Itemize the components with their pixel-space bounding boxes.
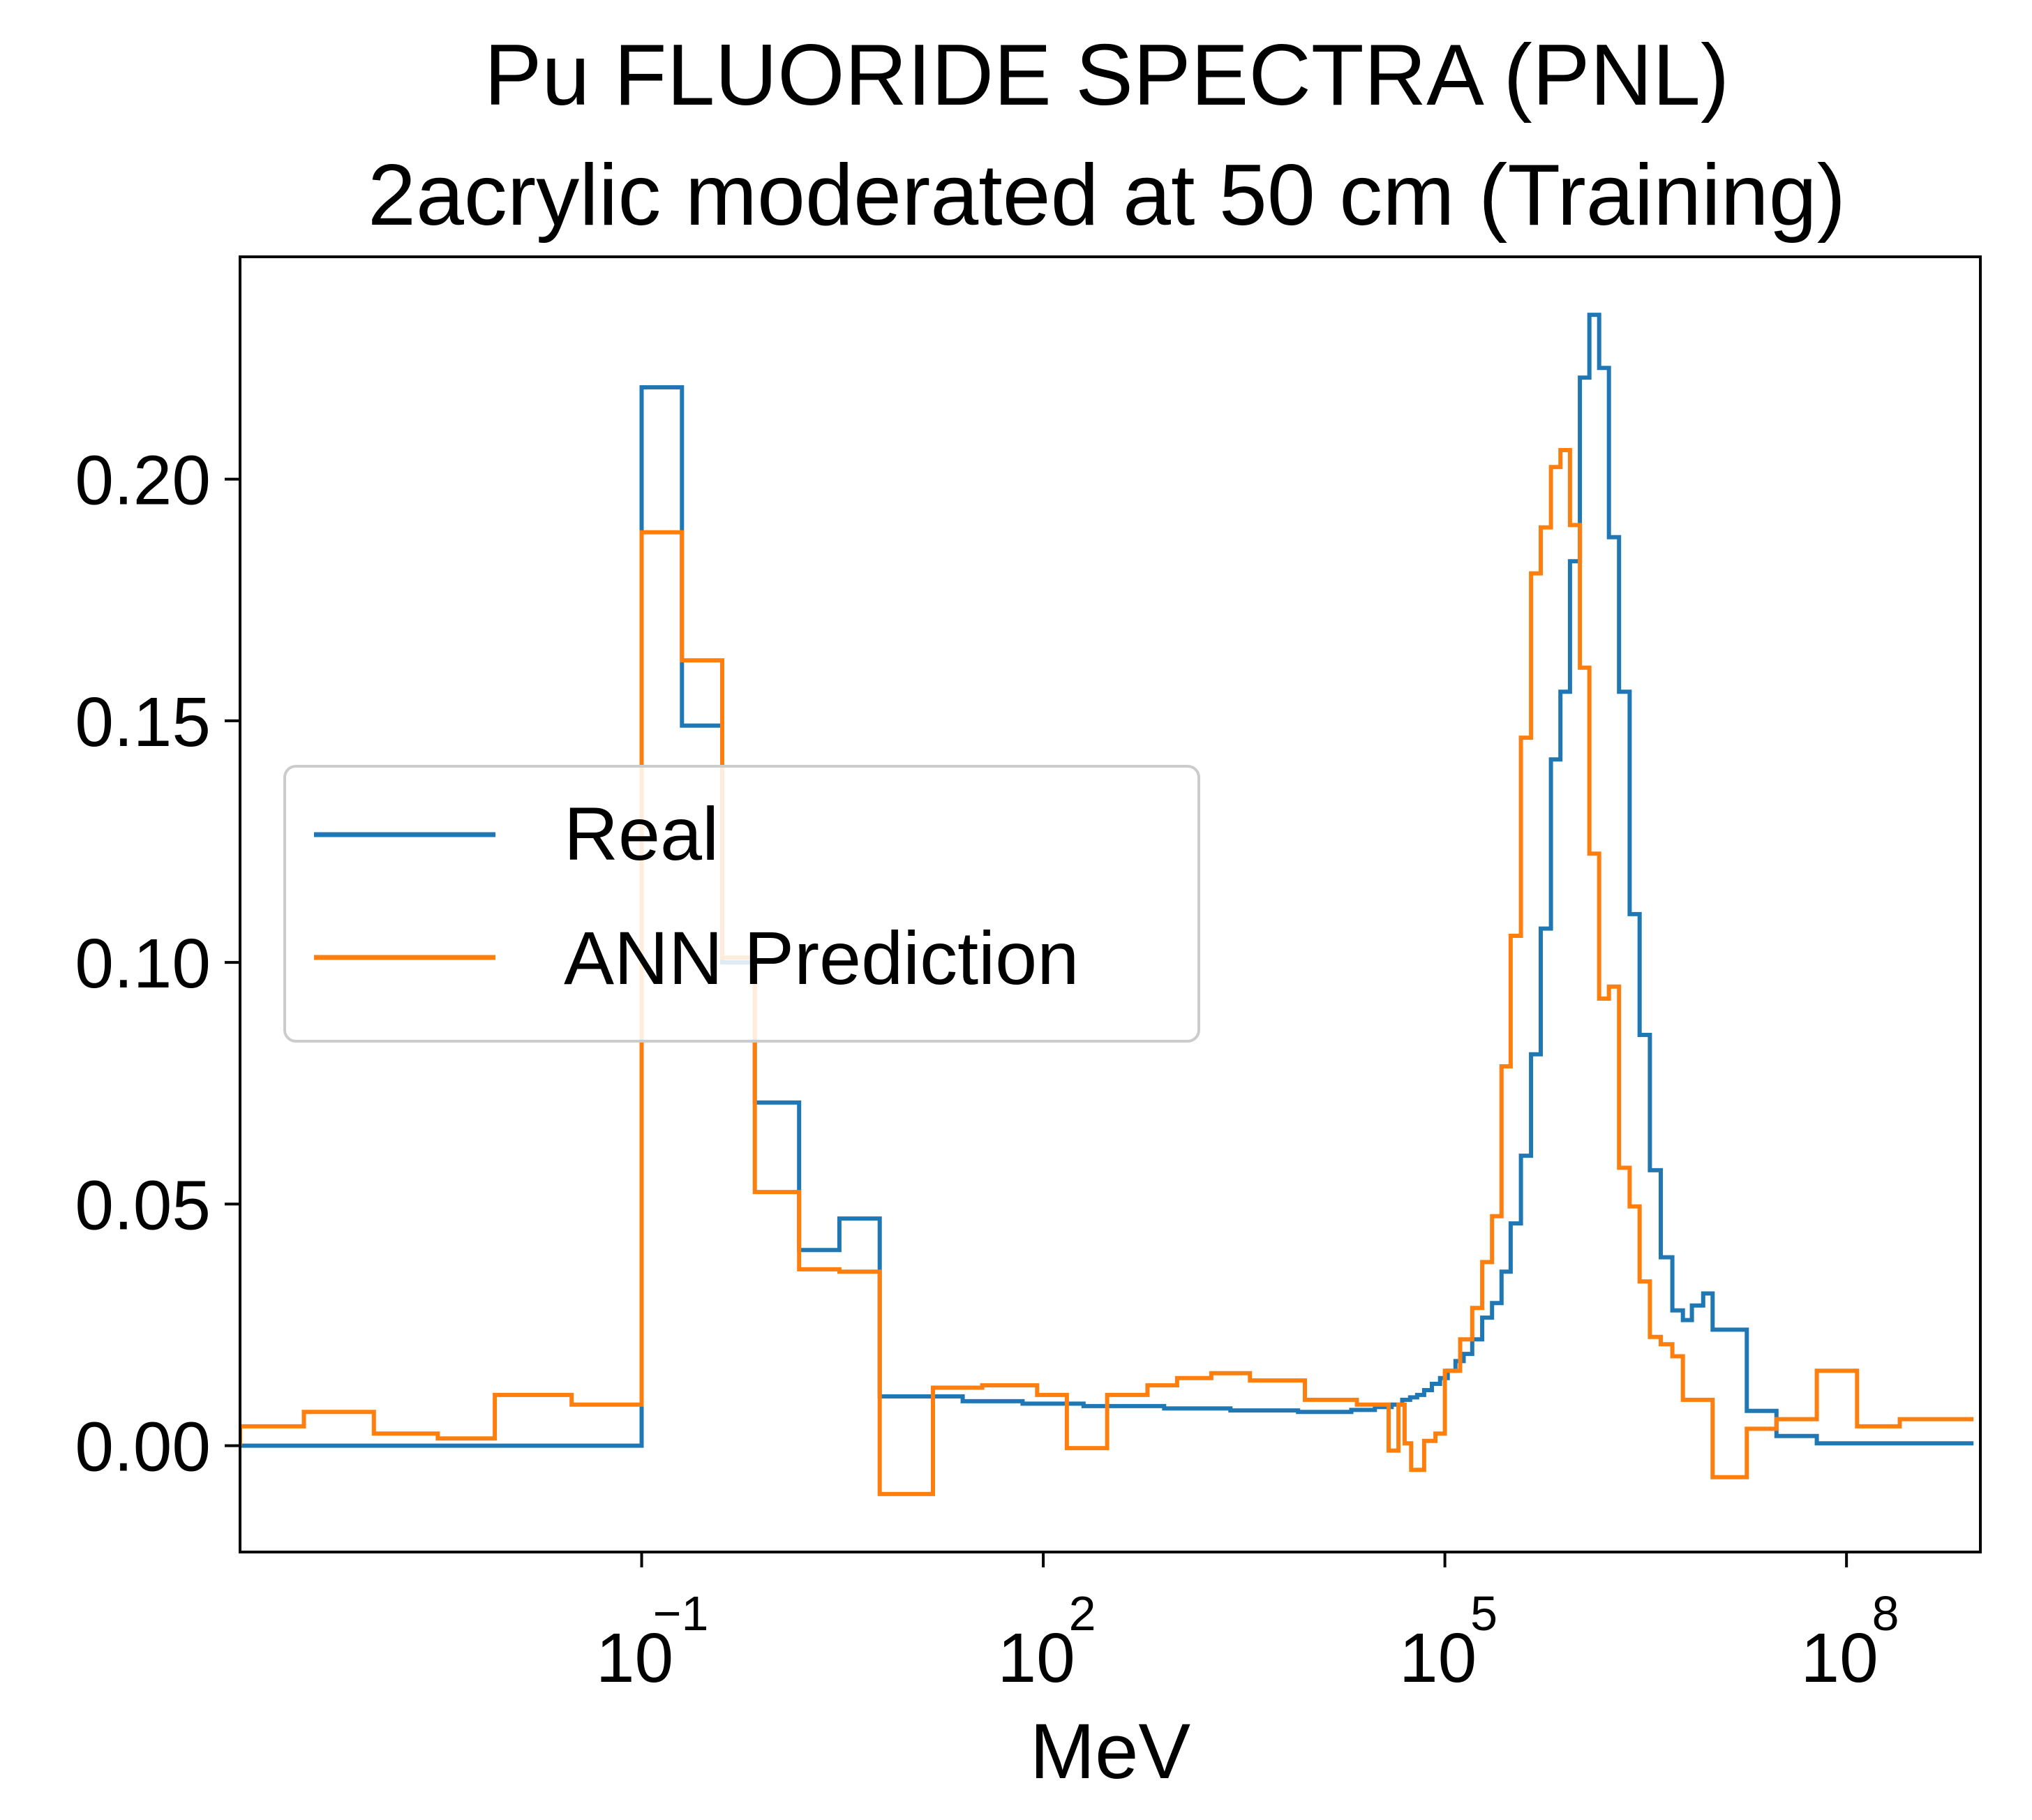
legend: Real ANN Prediction: [283, 765, 1200, 1043]
x-tick-exponent: 5: [1470, 1586, 1497, 1641]
x-tick-label: 10: [1801, 1619, 1878, 1697]
plot-frame: [239, 255, 1982, 1553]
x-axis-label: MeV: [1030, 1708, 1191, 1795]
chart-title: Pu FLUORIDE SPECTRA (PNL): [484, 27, 1730, 124]
y-tick-label: 0.05: [75, 1166, 211, 1244]
legend-label-real: Real: [564, 791, 719, 876]
x-tick-exponent: −1: [653, 1586, 709, 1641]
y-tick-label: 0.10: [75, 925, 211, 1003]
y-axis: 0.00 0.05 0.10 0.15 0.20: [75, 442, 240, 1486]
chart-subtitle: 2acrylic moderated at 50 cm (Training): [368, 147, 1846, 244]
series-line-ann-prediction: [240, 448, 1974, 1496]
x-tick-label: 10: [596, 1619, 673, 1697]
x-tick-label: 10: [1399, 1619, 1477, 1697]
x-tick-exponent: 2: [1069, 1586, 1096, 1641]
y-tick-label: 0.00: [75, 1408, 211, 1486]
y-tick-label: 0.15: [75, 683, 211, 761]
legend-box: [283, 765, 1200, 1043]
y-tick-label: 0.20: [75, 442, 211, 520]
x-tick-exponent: 8: [1872, 1586, 1899, 1641]
legend-label-ann-prediction: ANN Prediction: [564, 916, 1079, 1000]
x-tick-label: 10: [997, 1619, 1075, 1697]
series-layer: [240, 313, 1974, 1496]
series-line-real: [240, 313, 1974, 1448]
